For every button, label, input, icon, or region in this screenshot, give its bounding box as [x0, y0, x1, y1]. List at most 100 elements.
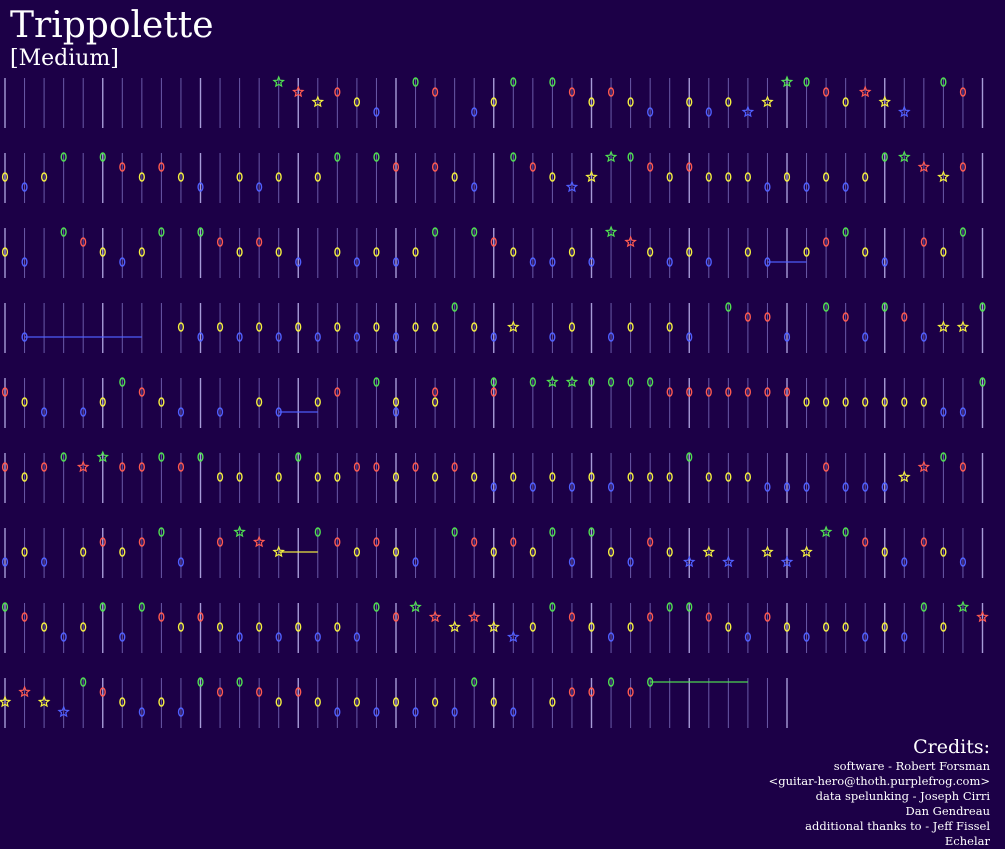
- note-gem: [901, 557, 908, 567]
- note-gem: [940, 77, 947, 87]
- note-gem: [588, 472, 595, 482]
- note-gem: [490, 237, 497, 247]
- note-gem: [822, 237, 830, 247]
- note-gem: [862, 632, 869, 642]
- note-gem: [568, 557, 576, 567]
- note-gem: [158, 397, 165, 407]
- note-gem: [666, 547, 673, 557]
- note-gem: [138, 172, 145, 182]
- note-gem: [295, 322, 302, 332]
- star-note: [897, 105, 911, 118]
- note-gem: [529, 257, 536, 267]
- note-gem: [627, 322, 634, 332]
- note-gem: [216, 322, 224, 332]
- note-gem: [353, 332, 361, 342]
- star-note: [96, 450, 109, 463]
- note-gem: [138, 537, 145, 547]
- star-note: [917, 460, 931, 473]
- note-gem: [490, 697, 497, 707]
- note-gem: [627, 152, 634, 162]
- note-gem: [432, 162, 439, 172]
- star-note: [292, 85, 305, 98]
- star-note: [761, 95, 774, 108]
- note-gem: [432, 472, 439, 482]
- note-gem: [314, 697, 321, 707]
- note-gem: [862, 172, 869, 182]
- note-gem: [822, 172, 830, 182]
- note-gem: [373, 602, 380, 612]
- note-gem: [862, 247, 869, 257]
- note-gem: [236, 247, 243, 257]
- note-gem: [529, 622, 536, 632]
- note-gem: [80, 547, 87, 557]
- note-gem: [568, 87, 576, 97]
- note-gem: [920, 397, 927, 407]
- credit-line: Dan Gendreau: [905, 804, 990, 818]
- star-note: [428, 610, 442, 623]
- note-gem: [451, 527, 458, 537]
- note-gem: [373, 377, 380, 387]
- note-gem: [549, 527, 556, 537]
- credits-heading: Credits:: [913, 736, 990, 758]
- star-note: [937, 320, 950, 333]
- note-gem: [549, 472, 556, 482]
- note-gem: [216, 472, 224, 482]
- note-gem: [60, 452, 67, 462]
- note-gem: [21, 472, 28, 482]
- note-gem: [80, 237, 87, 247]
- note-gem: [99, 247, 106, 257]
- note-gem: [529, 162, 536, 172]
- note-gem: [881, 482, 888, 492]
- note-gem: [725, 172, 732, 182]
- song-title: Trippolette: [10, 5, 214, 46]
- note-gem: [842, 312, 849, 322]
- note-gem: [99, 537, 106, 547]
- note-gem: [549, 697, 556, 707]
- note-gem: [803, 77, 810, 87]
- note-gem: [471, 182, 478, 192]
- note-gem: [666, 172, 673, 182]
- note-gem: [236, 472, 243, 482]
- note-gem: [862, 397, 869, 407]
- star-note: [546, 375, 559, 388]
- note-gem: [177, 407, 185, 417]
- star-note: [252, 535, 266, 548]
- note-gem: [901, 312, 908, 322]
- note-gem: [60, 632, 67, 642]
- note-gem: [177, 462, 185, 472]
- note-gem: [803, 247, 810, 257]
- star-note: [702, 545, 716, 558]
- note-gem: [901, 397, 908, 407]
- note-gem: [334, 472, 341, 482]
- note-gem: [197, 452, 204, 462]
- note-gem: [80, 622, 87, 632]
- star-note: [76, 460, 90, 473]
- note-gem: [314, 397, 321, 407]
- star-note: [780, 555, 794, 568]
- note-gem: [256, 182, 263, 192]
- note-gem: [940, 452, 947, 462]
- note-gem: [295, 622, 302, 632]
- note-gem: [627, 472, 634, 482]
- credit-line: Echelar: [944, 834, 990, 848]
- note-gem: [99, 397, 106, 407]
- note-gem: [471, 107, 478, 117]
- note-gem: [744, 247, 752, 257]
- note-gem: [295, 452, 302, 462]
- note-gem: [373, 462, 380, 472]
- note-gem: [568, 247, 576, 257]
- note-gem: [334, 387, 341, 397]
- note-gem: [627, 377, 634, 387]
- note-gem: [842, 182, 849, 192]
- credit-line: software - Robert Forsman: [833, 759, 990, 773]
- note-gem: [490, 97, 497, 107]
- note-gem: [822, 397, 830, 407]
- note-gem: [822, 622, 830, 632]
- note-gem: [959, 87, 967, 97]
- note-gem: [842, 397, 849, 407]
- note-gem: [588, 257, 595, 267]
- note-gem: [666, 322, 673, 332]
- note-gem: [275, 247, 282, 257]
- note-gem: [979, 377, 986, 387]
